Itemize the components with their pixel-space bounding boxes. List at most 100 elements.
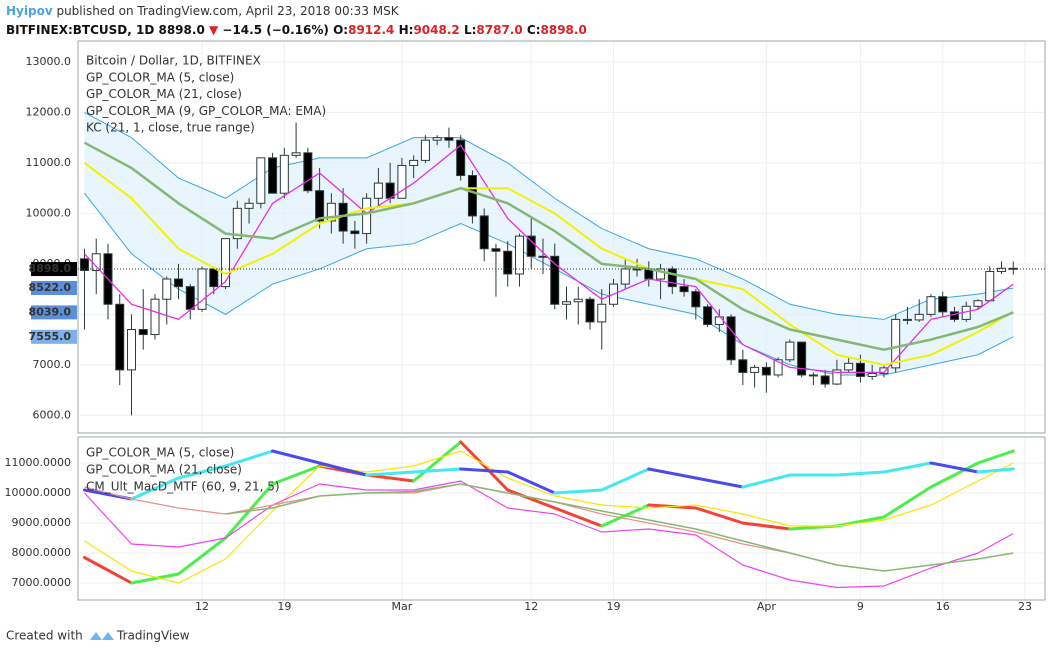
candle-body [174, 278, 184, 288]
line-segment [224, 449, 275, 468]
line-segment [741, 521, 792, 531]
candle-body [538, 255, 548, 258]
line-segment [929, 461, 980, 474]
line [84, 450, 1014, 584]
candle-body [444, 137, 454, 141]
candle-body [738, 359, 748, 373]
candle-body [420, 139, 430, 161]
line-segment [882, 461, 933, 474]
candle-body [256, 157, 266, 204]
candle-body [808, 374, 818, 377]
candle-body [79, 258, 89, 271]
candle-body [491, 248, 501, 252]
candle-body [1008, 267, 1018, 270]
line-segment [741, 473, 792, 489]
x-tick-label: 9 [857, 600, 864, 613]
lower-pane-border [77, 436, 1046, 601]
candle-body [620, 268, 630, 285]
candle-body [797, 341, 807, 376]
candle-body [397, 164, 407, 199]
price-tag [31, 262, 77, 277]
candle-body [326, 202, 336, 222]
footer-brand[interactable]: TradingView [116, 629, 190, 643]
line-segment [271, 449, 322, 465]
line [225, 483, 1014, 572]
line-segment [271, 464, 322, 486]
symbol: BITFINEX:BTCUSD, 1D [6, 23, 154, 37]
candle-body [244, 202, 254, 209]
candle-body [456, 139, 466, 177]
candle-body [597, 303, 607, 323]
line-segment [129, 572, 181, 585]
price-tag-label: 8898.0 [29, 262, 72, 275]
price-tag [31, 305, 77, 320]
y-tick-label: 11000.0 [26, 156, 72, 169]
ohlc-value: 9048.2 [413, 23, 459, 37]
candle-body [585, 298, 595, 323]
candle-body [268, 157, 278, 194]
candle-body [855, 362, 865, 377]
x-tick-label: 12 [195, 600, 209, 613]
price-tag [31, 281, 77, 296]
candle-body [667, 268, 677, 288]
publish-line: Hyipov published on TradingView.com, Apr… [6, 4, 400, 18]
candle-body [726, 316, 736, 361]
x-tick-label: 23 [1018, 600, 1032, 613]
line-segment [506, 470, 557, 495]
x-tick-label: 12 [524, 600, 538, 613]
line-segment [976, 467, 1015, 474]
candle-body [232, 207, 242, 240]
candle-body [373, 182, 383, 199]
candle-body [879, 367, 889, 374]
candle-body [773, 359, 783, 376]
candle-body [714, 316, 724, 325]
y-tick-label: 12000.0 [26, 105, 72, 118]
ohlc-value: 8912.4 [348, 23, 394, 37]
change: −14.5 (−0.16%) [222, 23, 329, 37]
candle-body [703, 306, 713, 325]
candle-body [761, 366, 771, 376]
last: 8898.0 [158, 23, 204, 37]
candle-body [985, 270, 995, 302]
chart-title: Bitcoin / Dollar, 1D, BITFINEX [86, 54, 261, 68]
kc-fill [84, 112, 1014, 375]
candle-body [409, 159, 419, 166]
candle-body [902, 318, 912, 321]
line-segment [459, 467, 510, 474]
y-tick-label: 13000.0 [26, 55, 72, 68]
ohlc-key: H: [399, 23, 414, 37]
line-segment [694, 506, 745, 525]
y-tick-label: 6000.0 [33, 408, 72, 421]
candle-body [691, 291, 701, 308]
y-tick-label: 10000.0 [26, 206, 72, 219]
author[interactable]: Hyipov [6, 4, 53, 18]
line-segment [506, 488, 557, 510]
main-pane-border [77, 40, 1046, 434]
ohlc-value: 8787.0 [476, 23, 522, 37]
line-segment [177, 464, 228, 480]
candle-body [185, 286, 195, 310]
line-segment [882, 485, 933, 519]
y-tick-label: 11000.0000 [5, 456, 71, 469]
candle-body [503, 250, 513, 275]
y-tick-label: 9000.0000 [12, 516, 72, 529]
x-tick-label: 19 [607, 600, 621, 613]
ohlc-key: O: [333, 23, 348, 37]
x-tick-label: Apr [757, 600, 777, 613]
candle-body [221, 238, 231, 288]
legend-entry: GP_COLOR_MA (21, close) [86, 463, 242, 477]
line-segment [177, 536, 228, 576]
published: published on TradingView.com, April 23, … [53, 4, 400, 18]
line-segment [929, 461, 980, 489]
line [83, 141, 1014, 351]
candle-body [526, 235, 536, 257]
candle-body [291, 152, 301, 156]
line [84, 144, 1014, 374]
candle-body [303, 152, 313, 192]
candle-body [432, 137, 442, 141]
candle-body [467, 175, 477, 217]
ohlc-value: 8898.0 [541, 23, 587, 37]
legend-entry: GP_COLOR_MA (5, close) [86, 446, 234, 460]
candle-body [844, 362, 854, 371]
candle-body [867, 372, 877, 377]
